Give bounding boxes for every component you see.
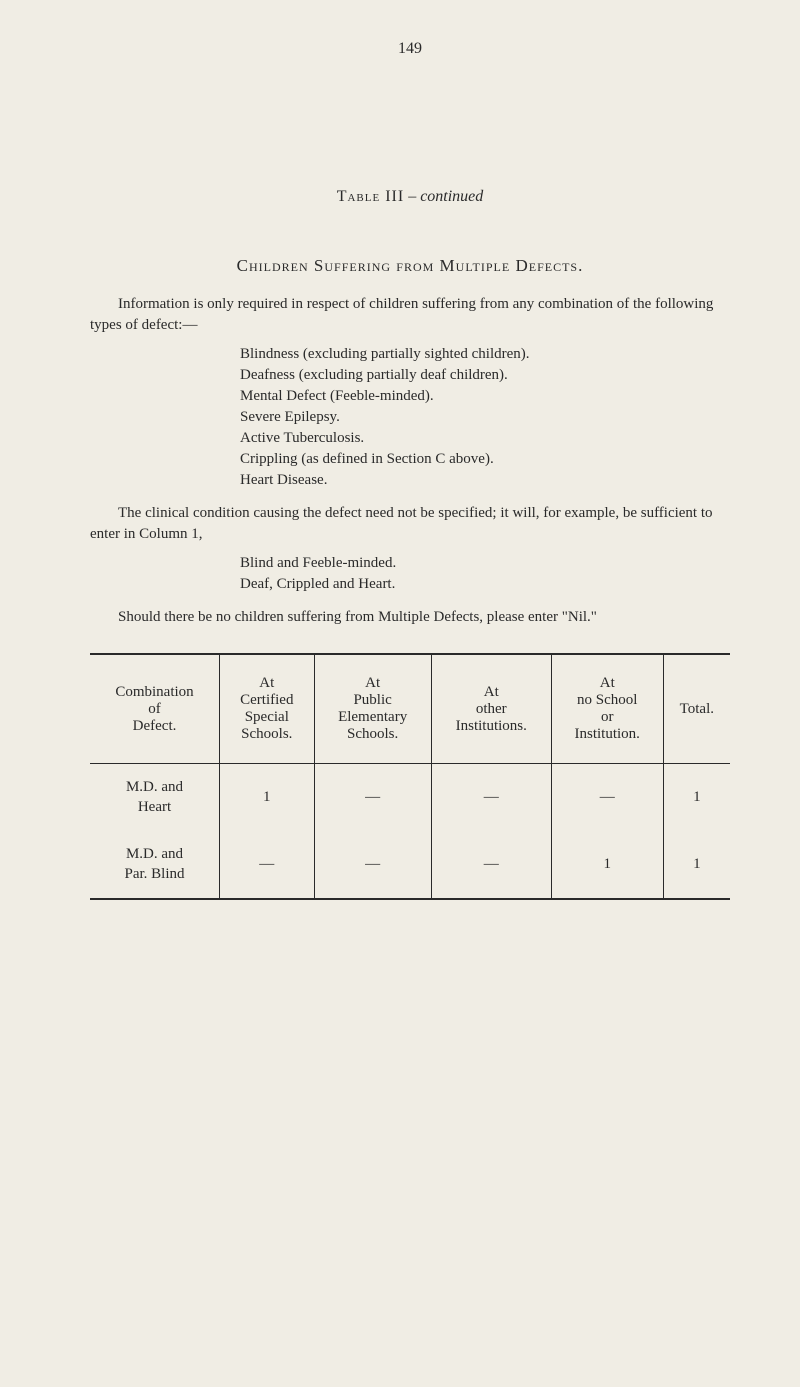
list-item: Deaf, Crippled and Heart. [240,574,730,595]
cell: — [314,764,431,832]
list-item: Mental Defect (Feeble-minded). [240,386,730,407]
cell: — [314,831,431,899]
table-header-row: Combination of Defect. At Certified Spec… [90,654,730,764]
section-heading: Children Suffering from Multiple Defects… [90,256,730,276]
cell: 1 [220,764,315,832]
table-row: M.D. and Par. Blind — — — 1 1 [90,831,730,899]
clinical-paragraph: The clinical condition causing the defec… [90,503,730,545]
row-label: M.D. and Par. Blind [90,831,220,899]
col-header: Combination of Defect. [90,654,220,764]
cell: 1 [663,831,730,899]
list-item: Active Tuberculosis. [240,428,730,449]
col-header: At other Institutions. [431,654,551,764]
list-item: Severe Epilepsy. [240,407,730,428]
table-continued: continued [420,188,483,205]
cell: — [220,831,315,899]
example-list: Blind and Feeble-minded. Deaf, Crippled … [240,553,730,595]
table-title: Table III – continued [90,188,730,206]
table-row: M.D. and Heart 1 — — — 1 [90,764,730,832]
list-item: Blindness (excluding partially sighted c… [240,344,730,365]
row-label: M.D. and Heart [90,764,220,832]
page-number: 149 [90,40,730,58]
defect-list: Blindness (excluding partially sighted c… [240,344,730,491]
col-header: At Certified Special Schools. [220,654,315,764]
list-item: Deafness (excluding partially deaf child… [240,365,730,386]
col-header: At Public Elementary Schools. [314,654,431,764]
list-item: Heart Disease. [240,470,730,491]
list-item: Crippling (as defined in Section C above… [240,449,730,470]
defects-table: Combination of Defect. At Certified Spec… [90,653,730,900]
cell: 1 [551,831,663,899]
nil-paragraph: Should there be no children suffering fr… [90,607,730,628]
document-page: 149 Table III – continued Children Suffe… [0,0,800,940]
cell: — [431,764,551,832]
intro-paragraph: Information is only required in respect … [90,294,730,336]
cell: — [431,831,551,899]
col-header: At no School or Institution. [551,654,663,764]
cell: 1 [663,764,730,832]
table-label: Table III [337,188,404,205]
cell: — [551,764,663,832]
list-item: Blind and Feeble-minded. [240,553,730,574]
col-header: Total. [663,654,730,764]
